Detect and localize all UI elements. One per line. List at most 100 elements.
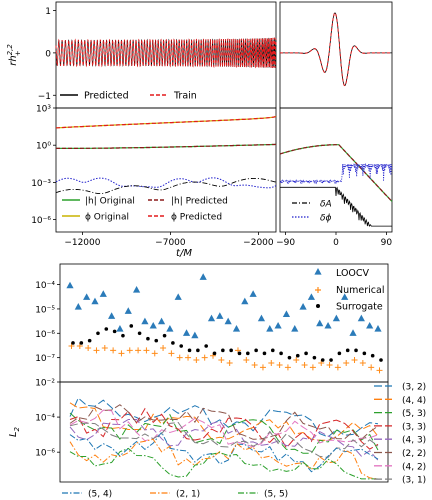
- loocv-point: [349, 329, 357, 336]
- surrogate-point: [337, 351, 342, 356]
- loocv-point: [324, 321, 332, 329]
- mode-line: [69, 404, 379, 440]
- surrogate-point: [187, 348, 192, 353]
- numerical-point: [193, 357, 200, 364]
- loocv-point: [341, 293, 349, 300]
- legend-mode-label: (5, 5): [264, 490, 288, 500]
- numerical-point: [110, 347, 117, 354]
- numerical-point: [168, 350, 175, 357]
- mode-line: [69, 419, 379, 461]
- loocv-point: [116, 325, 124, 332]
- mode-line: [69, 431, 379, 473]
- loocv-point: [307, 293, 316, 300]
- surrogate-point: [162, 333, 167, 338]
- numerical-point: [234, 347, 241, 354]
- surrogate-point: [104, 327, 109, 331]
- legend-mode-label: (4, 2): [402, 462, 426, 472]
- amp-xtick-right: 0: [333, 238, 339, 248]
- legend-mode-label: (3, 2): [402, 383, 426, 393]
- waveform-ylabel-main: rh: [8, 55, 19, 65]
- legend-train-label: Train: [173, 91, 197, 102]
- loocv-point: [141, 317, 149, 325]
- numerical-point: [368, 364, 375, 371]
- loocv-ytick: 10⁻⁷: [35, 354, 55, 364]
- amp-pred-left-line: [56, 143, 277, 149]
- amp-ytick: 10³: [36, 105, 51, 115]
- loocv-frame: [59, 263, 389, 383]
- legend-dphi-label: δϕ: [320, 214, 332, 224]
- numerical-point: [226, 360, 233, 367]
- loocv-point: [91, 297, 99, 305]
- loocv-point: [182, 329, 191, 336]
- loocv-point: [207, 314, 216, 322]
- surrogate-point: [79, 341, 84, 345]
- surrogate-point: [287, 355, 292, 360]
- surrogate-point: [146, 336, 150, 341]
- amp-xtick-left: −12000: [64, 238, 100, 248]
- loocv-point: [374, 325, 382, 332]
- loocv-point: [282, 310, 291, 317]
- loocv-ytick: 10⁻⁵: [35, 305, 55, 315]
- amp-right-frame: [279, 107, 393, 233]
- surrogate-point: [370, 353, 375, 358]
- numerical-point: [185, 354, 192, 361]
- legend-mode-label: (2, 2): [402, 449, 426, 459]
- surrogate-point: [96, 331, 100, 336]
- numerical-point: [118, 350, 125, 357]
- numerical-point: [301, 361, 308, 368]
- surrogate-point: [237, 351, 242, 356]
- surrogate-point: [171, 341, 175, 345]
- numerical-point: [251, 361, 258, 368]
- loocv-point: [274, 321, 282, 329]
- surrogate-point: [312, 355, 317, 360]
- waveform-merger-train-line: [280, 12, 392, 87]
- loocv-point: [299, 303, 307, 310]
- surrogate-point: [221, 348, 225, 353]
- numerical-point: [359, 360, 366, 367]
- numerical-point: [268, 360, 275, 367]
- loocv-point: [74, 303, 82, 310]
- loocv-ytick: 10⁻⁴: [35, 281, 55, 291]
- loocv-point: [249, 290, 257, 297]
- amp-xtick-right: 90: [381, 238, 393, 248]
- surrogate-point: [345, 348, 350, 353]
- loocv-point: [241, 297, 249, 305]
- surrogate-point: [362, 351, 367, 356]
- waveform-right-frame: [279, 1, 393, 109]
- surrogate-point: [329, 358, 333, 362]
- modes-frame: [59, 381, 389, 483]
- legend-surrogate-label: Surrogate: [336, 302, 383, 313]
- legend-mode-label: (2, 1): [176, 490, 200, 500]
- legend-predicted-label: Predicted: [84, 91, 129, 102]
- surrogate-point: [196, 348, 200, 353]
- surrogate-point: [304, 351, 308, 356]
- legend-phase-orig-label: ϕ Original: [85, 213, 129, 223]
- mode-line: [69, 438, 379, 480]
- surrogate-point: [137, 331, 142, 336]
- legend-surrogate-marker: [316, 304, 320, 308]
- loocv-point: [266, 325, 274, 332]
- loocv-point: [232, 325, 241, 332]
- numerical-point: [93, 347, 100, 354]
- legend-numerical-label: Numerical: [336, 285, 384, 296]
- modes-ylabel-sub: 2: [13, 426, 21, 431]
- numerical-point: [376, 367, 383, 374]
- legend-mode-label: (4, 4): [402, 396, 426, 406]
- loocv-point: [257, 314, 266, 322]
- loocv-point: [199, 273, 207, 280]
- numerical-point: [326, 361, 333, 368]
- loocv-point: [132, 285, 141, 293]
- numerical-point: [334, 364, 341, 371]
- dA-right-line: [280, 186, 392, 227]
- surrogate-point: [320, 358, 325, 362]
- numerical-point: [243, 357, 250, 364]
- numerical-point: [135, 347, 142, 354]
- surrogate-point: [129, 324, 134, 328]
- mode-line: [69, 447, 378, 480]
- waveform-ytick: −1: [38, 92, 51, 102]
- legend-dA-label: δA: [320, 200, 332, 210]
- amp-xlabel: t/M: [176, 248, 192, 259]
- numerical-point: [101, 344, 108, 351]
- loocv-point: [316, 319, 324, 327]
- numerical-point: [343, 360, 350, 367]
